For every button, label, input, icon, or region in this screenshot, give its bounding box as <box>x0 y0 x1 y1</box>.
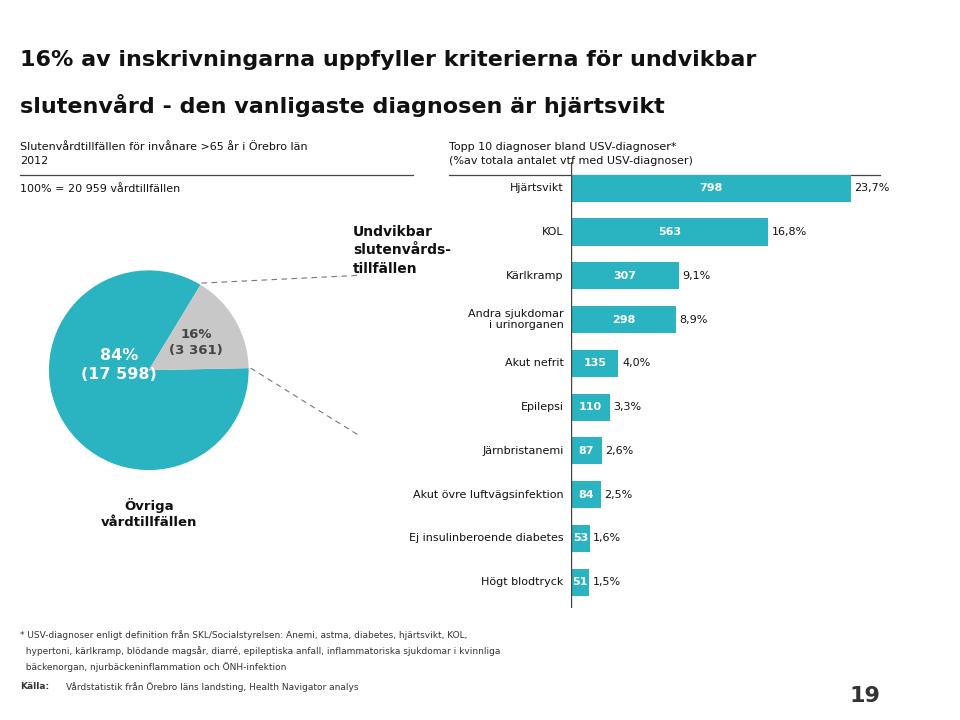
Text: 1,5%: 1,5% <box>592 577 621 587</box>
Text: 798: 798 <box>699 184 723 193</box>
Bar <box>571 175 851 202</box>
Text: Örebro läns landsting: Örebro läns landsting <box>11 10 155 25</box>
Text: 9,1%: 9,1% <box>683 271 710 281</box>
Text: 19: 19 <box>850 686 880 706</box>
Wedge shape <box>149 285 249 370</box>
Text: 16% av inskrivningarna uppfyller kriterierna för undvikbar: 16% av inskrivningarna uppfyller kriteri… <box>20 50 756 70</box>
Text: 2,5%: 2,5% <box>604 490 633 500</box>
Text: 53: 53 <box>573 534 588 544</box>
Text: Akut övre luftvägsinfektion: Akut övre luftvägsinfektion <box>413 490 564 500</box>
Text: Andra sjukdomar
i urinorganen: Andra sjukdomar i urinorganen <box>468 309 564 330</box>
Text: 16,8%: 16,8% <box>772 227 807 237</box>
Text: 1,6%: 1,6% <box>593 534 621 544</box>
Text: 84: 84 <box>578 490 593 500</box>
Text: Övriga
vårdtillfällen: Övriga vårdtillfällen <box>101 498 197 529</box>
Text: 4,0%: 4,0% <box>622 359 650 369</box>
Text: Vårdstatistik från Örebro läns landsting, Health Navigator analys: Vårdstatistik från Örebro läns landsting… <box>66 682 358 692</box>
Bar <box>571 437 602 464</box>
Text: KOL: KOL <box>541 227 564 237</box>
Text: 307: 307 <box>613 271 636 281</box>
Text: 135: 135 <box>584 359 607 369</box>
Wedge shape <box>49 271 249 470</box>
Text: Hjärtsvikt: Hjärtsvikt <box>510 184 564 193</box>
Text: Topp 10 diagnoser bland USV-diagnoser*
(%av totala antalet vtf med USV-diagnoser: Topp 10 diagnoser bland USV-diagnoser* (… <box>449 143 693 166</box>
Text: Slutenvårdtillfällen för invånare >65 år i Örebro län
2012: Slutenvårdtillfällen för invånare >65 år… <box>20 143 308 166</box>
Bar <box>571 569 589 595</box>
Text: 563: 563 <box>659 227 682 237</box>
Text: 23,7%: 23,7% <box>854 184 890 193</box>
Text: Undvikbar
slutenvårds-
tillfällen: Undvikbar slutenvårds- tillfällen <box>353 225 451 276</box>
Bar <box>571 394 610 420</box>
Bar <box>571 525 589 552</box>
Bar <box>571 262 679 289</box>
Text: hypertoni, kärlkramp, blödande magsår, diarré, epileptiska anfall, inflammatoris: hypertoni, kärlkramp, blödande magsår, d… <box>20 647 500 657</box>
Text: 84%
(17 598): 84% (17 598) <box>81 348 156 382</box>
Text: 100% = 20 959 vårdtillfällen: 100% = 20 959 vårdtillfällen <box>20 184 180 194</box>
Text: Högt blodtryck: Högt blodtryck <box>481 577 564 587</box>
Text: 16%
(3 361): 16% (3 361) <box>170 328 224 357</box>
Text: 8,9%: 8,9% <box>679 315 708 325</box>
Text: Järnbristanemi: Järnbristanemi <box>482 446 564 456</box>
Text: Källa:: Källa: <box>20 682 49 691</box>
Text: 87: 87 <box>579 446 594 456</box>
Bar <box>571 218 768 246</box>
Text: Kärlkramp: Kärlkramp <box>506 271 564 281</box>
Text: 110: 110 <box>579 402 602 412</box>
Text: * USV-diagnoser enligt definition från SKL/Socialstyrelsen: Anemi, astma, diabet: * USV-diagnoser enligt definition från S… <box>20 631 468 641</box>
Text: Ej insulinberoende diabetes: Ej insulinberoende diabetes <box>409 534 564 544</box>
Text: Epilepsi: Epilepsi <box>520 402 564 412</box>
Bar <box>571 350 618 377</box>
Text: slutenvård - den vanligaste diagnosen är hjärtsvikt: slutenvård - den vanligaste diagnosen är… <box>20 94 665 117</box>
Text: bäckenorgan, njurbäckeninflammation och ÖNH-infektion: bäckenorgan, njurbäckeninflammation och … <box>20 662 286 672</box>
Text: Akut nefrit: Akut nefrit <box>505 359 564 369</box>
Text: 51: 51 <box>572 577 588 587</box>
Text: 3,3%: 3,3% <box>613 402 641 412</box>
Bar <box>571 481 601 508</box>
Bar <box>571 306 676 333</box>
Text: 2,6%: 2,6% <box>605 446 634 456</box>
Text: 298: 298 <box>612 315 636 325</box>
